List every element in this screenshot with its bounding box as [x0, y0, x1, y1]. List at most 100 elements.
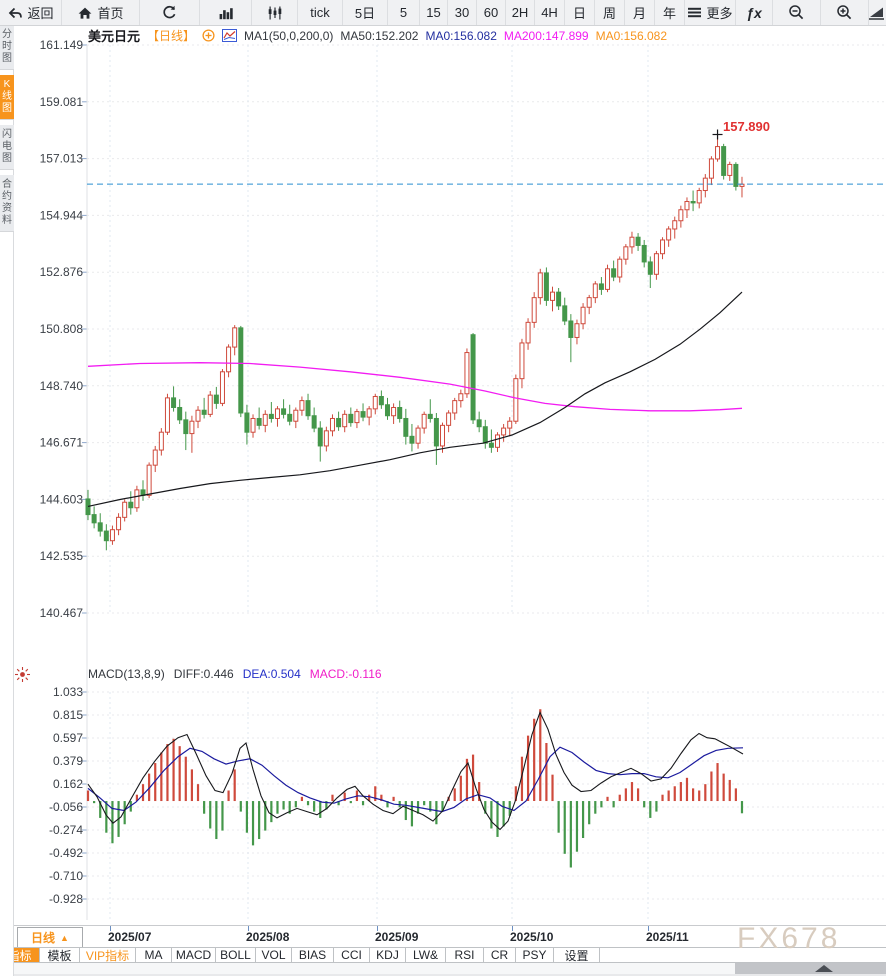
candle-up [219, 371, 225, 404]
period-selector[interactable]: 日线 ▲ [17, 927, 83, 948]
candle-up [519, 342, 525, 380]
candle-up [189, 420, 195, 435]
candle-down [647, 261, 653, 275]
tab-vip-indicator[interactable]: VIP指标 [80, 948, 136, 963]
macd-axis-label: 0.815 [53, 708, 83, 722]
indicator-settings-icon[interactable] [14, 666, 31, 688]
toolbar-back-button[interactable]: 返回 [0, 0, 62, 25]
candle-up [391, 406, 397, 417]
tab-kdj[interactable]: KDJ [370, 948, 406, 962]
candle-down [427, 413, 433, 419]
candle-up [629, 236, 635, 248]
price-axis-label: 159.081 [40, 95, 84, 109]
tab-cci[interactable]: CCI [334, 948, 370, 962]
tab-rsi[interactable]: RSI [446, 948, 484, 962]
expand-icon[interactable] [202, 29, 215, 42]
candle-up [672, 220, 678, 230]
candle-down [177, 406, 183, 421]
candle-up [164, 397, 170, 433]
candle-down [336, 417, 342, 428]
ma-indicator-icon[interactable] [222, 29, 238, 42]
toolbar-interval-tick-button[interactable]: tick [298, 0, 343, 25]
tab-cr[interactable]: CR [484, 948, 516, 962]
toolbar-label: 年 [662, 6, 676, 21]
candle-down [403, 417, 409, 437]
candle-up [617, 258, 623, 278]
toolbar-bar-chart-button[interactable] [200, 0, 252, 25]
candle-up [207, 394, 213, 415]
toolbar-label: 15 [426, 5, 441, 20]
macd-axis-label: -0.056 [49, 800, 83, 814]
toolbar-interval-day-button[interactable]: 日 [565, 0, 595, 25]
tab-macd[interactable]: MACD [172, 948, 216, 962]
toolbar-interval-month-button[interactable]: 月 [625, 0, 655, 25]
candle-up [507, 420, 513, 429]
macd-axis-label: -0.928 [49, 892, 83, 906]
toolbar-fx-indicator-button[interactable]: ƒx [736, 0, 773, 25]
ma0-value-2: MA0:156.082 [595, 28, 667, 43]
toolbar-interval-5m-button[interactable]: 5 [388, 0, 420, 25]
month-tick [110, 926, 111, 931]
sidebar-tab-timeline[interactable]: 分时图 [0, 25, 14, 70]
toolbar-label: ƒx [746, 4, 762, 21]
price-chart-canvas[interactable]: 161.149159.081157.013154.944152.876150.8… [0, 0, 886, 925]
candle-down [213, 394, 219, 404]
candle-down [91, 514, 97, 524]
candle-down [562, 305, 568, 322]
candle-down [488, 442, 494, 448]
candle-up [708, 158, 714, 179]
tab-template[interactable]: 模板 [40, 948, 80, 963]
toolbar-home-button[interactable]: 首页 [62, 0, 140, 25]
tab-psy[interactable]: PSY [516, 948, 554, 962]
candle-up [586, 297, 592, 308]
tab-lw[interactable]: LW& [406, 948, 446, 962]
macd-params: MACD(13,8,9) [88, 667, 165, 681]
candle-up [232, 327, 238, 348]
xaxis-row: 2025/07 2025/08 2025/09 2025/10 2025/11 日线 ▲ [0, 925, 886, 948]
scrollbar-thumb[interactable] [735, 963, 886, 974]
tab-ma[interactable]: MA [136, 948, 172, 962]
toolbar-zoom-in-button[interactable] [821, 0, 869, 25]
toolbar-candle-chart-button[interactable] [252, 0, 298, 25]
scroll-up-arrow-icon[interactable] [815, 965, 833, 972]
tab-vol[interactable]: VOL [256, 948, 292, 962]
price-axis-label: 148.740 [40, 379, 84, 393]
candle-up [116, 516, 122, 531]
toolbar-interval-2h-button[interactable]: 2H [506, 0, 535, 25]
tab-settings[interactable]: 设置 [554, 948, 600, 963]
bottom-scrollbar [0, 963, 886, 976]
toolbar-interval-60m-button[interactable]: 60 [477, 0, 506, 25]
candle-down [305, 400, 311, 417]
candle-down [482, 426, 488, 444]
toolbar-interval-15m-button[interactable]: 15 [420, 0, 448, 25]
candle-up [354, 411, 360, 424]
candle-up [525, 321, 531, 344]
sidebar-tab-contract-info[interactable]: 合约资料 [0, 175, 14, 232]
candle-down [397, 406, 403, 419]
candle-up [195, 409, 201, 422]
candle-down [721, 146, 727, 176]
month-tick [377, 926, 378, 931]
tab-boll[interactable]: BOLL [216, 948, 256, 962]
toolbar-interval-5d-button[interactable]: 5日 [343, 0, 388, 25]
macd-value: MACD:-0.116 [309, 667, 382, 681]
toolbar-zoom-out-button[interactable] [773, 0, 821, 25]
toolbar-label: 2H [511, 5, 529, 20]
toolbar-interval-4h-button[interactable]: 4H [535, 0, 565, 25]
tab-bias[interactable]: BIAS [292, 948, 334, 962]
toolbar-refresh-button[interactable] [140, 0, 200, 25]
candle-up [501, 427, 507, 436]
toolbar-more-button[interactable]: 更多 [685, 0, 736, 25]
toolbar-interval-year-button[interactable]: 年 [655, 0, 685, 25]
toolbar-draw-tool-button[interactable] [869, 0, 886, 25]
toolbar-interval-week-button[interactable]: 周 [595, 0, 625, 25]
macd-axis-label: 0.162 [53, 777, 83, 791]
month-tick [648, 926, 649, 931]
candle-down [256, 417, 262, 426]
sidebar-tab-lightning[interactable]: 闪电图 [0, 125, 14, 170]
macd-axis-label: 0.597 [53, 731, 83, 745]
scrollbar-track[interactable] [0, 974, 886, 976]
toolbar-interval-30m-button[interactable]: 30 [448, 0, 477, 25]
